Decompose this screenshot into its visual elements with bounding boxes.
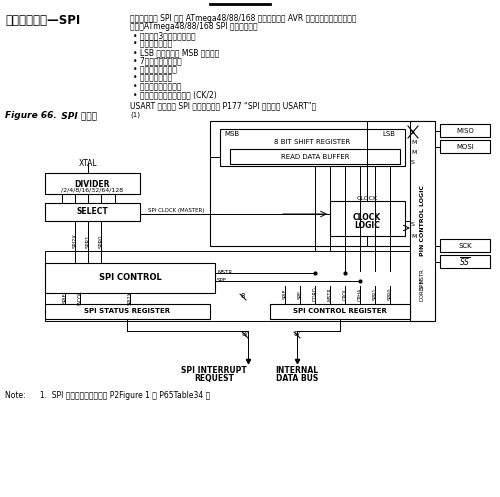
Text: 传输。ATmega48/88/168 SPI 的特点如下：: 传输。ATmega48/88/168 SPI 的特点如下： <box>130 22 258 31</box>
Text: M: M <box>411 235 416 240</box>
Bar <box>440 239 490 252</box>
Text: LSB: LSB <box>382 131 395 137</box>
Text: REQUEST: REQUEST <box>194 374 234 383</box>
Text: USART 也可用于 SPI 主机模式，见 P177 “SPI 模式下的 USART”。: USART 也可用于 SPI 主机模式，见 P177 “SPI 模式下的 USA… <box>130 101 316 110</box>
Text: M: M <box>411 141 416 146</box>
Text: 8 BIT SHIFT REGISTER: 8 BIT SHIFT REGISTER <box>274 139 350 145</box>
Bar <box>45 263 215 293</box>
Text: MSB: MSB <box>224 131 239 137</box>
Text: Figure 66.: Figure 66. <box>5 111 57 120</box>
Text: SPI CLOCK (MASTER): SPI CLOCK (MASTER) <box>148 208 204 213</box>
Text: SPIE: SPIE <box>62 293 68 303</box>
Text: XTAL: XTAL <box>78 159 98 168</box>
Text: M: M <box>411 151 416 156</box>
Text: MSTR: MSTR <box>217 270 232 275</box>
Text: 8/: 8/ <box>294 331 300 337</box>
Text: • 7种可编程的比特率: • 7种可编程的比特率 <box>133 57 182 66</box>
Text: 8/: 8/ <box>242 331 248 337</box>
Text: SPR1: SPR1 <box>372 288 378 300</box>
Text: SPE: SPE <box>217 278 227 283</box>
Bar <box>440 124 490 137</box>
Text: 串行外设接口 SPI 允许 ATmega48/88/168 和外设或其他 AVR 器件进行高速的同步数据: 串行外设接口 SPI 允许 ATmega48/88/168 和外设或其他 AVR… <box>130 14 356 23</box>
Text: MSTR: MSTR <box>420 268 424 283</box>
Bar <box>440 140 490 153</box>
Text: • 全双工，3线同步数据传输: • 全双工，3线同步数据传输 <box>133 31 196 40</box>
Text: PIN CONTROL LOGIC: PIN CONTROL LOGIC <box>420 185 424 256</box>
Text: SPE: SPE <box>298 289 302 299</box>
Bar <box>45 304 210 319</box>
Bar <box>410 121 435 321</box>
Text: INTERNAL: INTERNAL <box>276 366 318 375</box>
Bar <box>330 201 405 236</box>
Text: SPE: SPE <box>420 279 424 289</box>
Text: SPR0: SPR0 <box>98 234 103 248</box>
Text: READ DATA BUFFER: READ DATA BUFFER <box>281 154 349 160</box>
Text: CLOCK: CLOCK <box>353 213 381 222</box>
Bar <box>45 173 140 194</box>
Text: • 写碰撞标志检测: • 写碰撞标志检测 <box>133 74 172 83</box>
Text: 8: 8 <box>241 293 245 299</box>
Text: SPI CONTROL REGISTER: SPI CONTROL REGISTER <box>293 308 387 314</box>
Text: S: S <box>411 131 415 136</box>
Text: CLOCK: CLOCK <box>356 196 378 201</box>
Text: SPI CONTROL: SPI CONTROL <box>98 273 162 282</box>
Text: $\overline{SS}$: $\overline{SS}$ <box>459 256 471 268</box>
Text: • 传输结束中断标志: • 传输结束中断标志 <box>133 65 177 74</box>
Text: SCK: SCK <box>458 243 472 249</box>
Bar <box>440 255 490 268</box>
Text: • 可以从闲置模式唤醒: • 可以从闲置模式唤醒 <box>133 82 182 91</box>
Text: S: S <box>411 161 415 166</box>
Text: SPI 方框图: SPI 方框图 <box>55 111 97 120</box>
Text: SPIE: SPIE <box>282 289 288 299</box>
Text: /2/4/8/16/32/64/128: /2/4/8/16/32/64/128 <box>61 188 123 193</box>
Bar <box>45 203 140 221</box>
Text: LOGIC: LOGIC <box>354 221 380 230</box>
Text: DIVIDER: DIVIDER <box>74 180 110 189</box>
Text: CPOL: CPOL <box>342 288 347 300</box>
Bar <box>210 121 430 246</box>
Text: Note:      1.  SPI 的引脚描述列请参见 P2Figure 1 与 P65Table34 。: Note: 1. SPI 的引脚描述列请参见 P2Figure 1 与 P65T… <box>5 391 210 400</box>
Text: SPI2X: SPI2X <box>128 291 132 305</box>
Text: DORD: DORD <box>420 285 424 301</box>
Bar <box>230 149 400 164</box>
Text: (1): (1) <box>130 111 140 117</box>
Text: SPI STATUS REGISTER: SPI STATUS REGISTER <box>84 308 170 314</box>
Text: SPR1: SPR1 <box>86 234 90 248</box>
Text: SPI INTERRUPT: SPI INTERRUPT <box>181 366 247 375</box>
Text: MSTR: MSTR <box>328 287 332 301</box>
Text: 串行外设接口—SPI: 串行外设接口—SPI <box>5 14 80 27</box>
Bar <box>45 251 410 321</box>
Bar <box>270 304 410 319</box>
Text: DORD: DORD <box>312 287 318 301</box>
Text: SPI2X: SPI2X <box>72 234 78 248</box>
Bar <box>220 129 405 166</box>
Text: • 主机或从机操作: • 主机或从机操作 <box>133 39 172 49</box>
Text: MISO: MISO <box>456 128 474 134</box>
Text: DATA BUS: DATA BUS <box>276 374 318 383</box>
Text: • LSB 首先发送或 MSB 首先发送: • LSB 首先发送或 MSB 首先发送 <box>133 48 219 57</box>
Text: CPHA: CPHA <box>358 287 362 301</box>
Text: S: S <box>411 223 415 228</box>
Text: MOSI: MOSI <box>456 144 474 150</box>
Text: WCOL: WCOL <box>78 291 82 305</box>
Text: SPR0: SPR0 <box>388 288 392 300</box>
Text: SELECT: SELECT <box>76 208 108 217</box>
Text: • 作为主机时具有倍速模式 (CK/2): • 作为主机时具有倍速模式 (CK/2) <box>133 90 217 99</box>
